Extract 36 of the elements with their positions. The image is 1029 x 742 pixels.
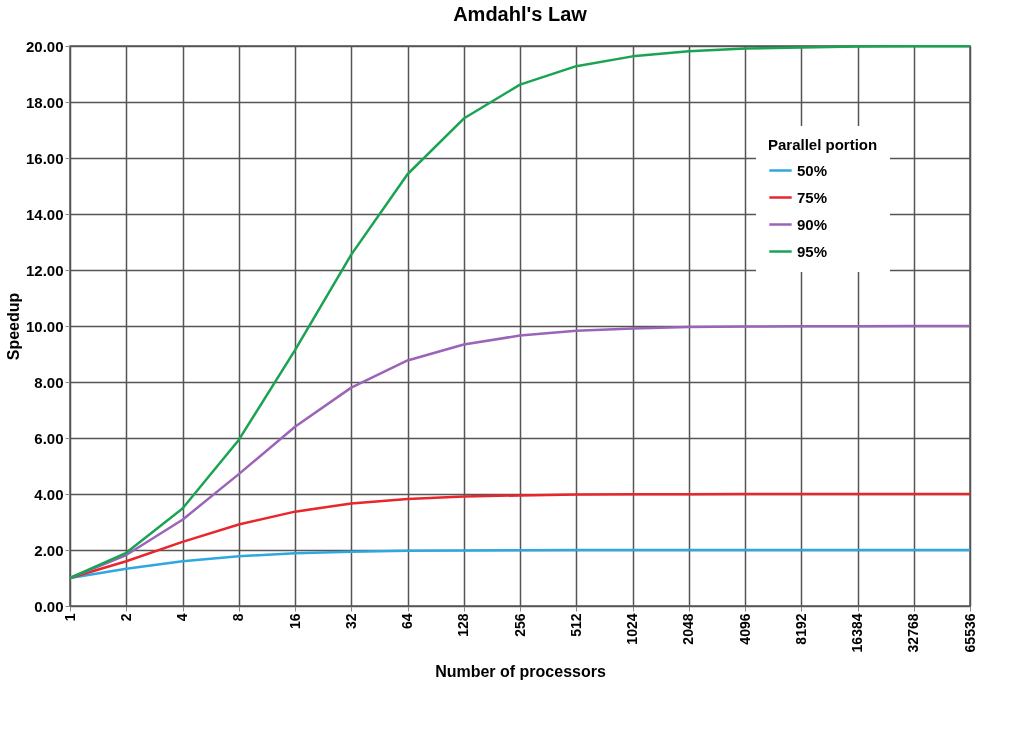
y-tick-label: 14.00 xyxy=(25,205,64,223)
x-tick-label: 4096 xyxy=(736,613,753,645)
y-tick-label: 8.00 xyxy=(34,373,64,391)
legend-label: 90% xyxy=(797,215,828,233)
y-tick-label: 2.00 xyxy=(34,541,64,559)
x-tick-label: 128 xyxy=(455,613,472,637)
x-tick-label: 8 xyxy=(230,613,247,622)
x-tick-label: 256 xyxy=(511,613,528,637)
x-tick-label: 64 xyxy=(399,613,415,630)
x-tick-label: 16384 xyxy=(849,613,865,653)
x-tick-label: 1 xyxy=(61,613,78,622)
x-tick-label: 8192 xyxy=(792,613,809,645)
y-tick-label: 12.00 xyxy=(25,261,64,279)
x-tick-label: 16 xyxy=(286,613,303,630)
x-tick-label: 1024 xyxy=(624,613,640,645)
y-tick-label: 0.00 xyxy=(34,597,64,615)
y-axis-title: Speedup xyxy=(4,292,22,361)
y-tick-label: 18.00 xyxy=(25,93,64,111)
x-tick-label: 32 xyxy=(342,613,359,630)
legend-label: 75% xyxy=(797,188,828,206)
x-tick-label: 65536 xyxy=(961,613,978,653)
x-tick-label: 512 xyxy=(567,613,584,637)
x-tick-label: 2048 xyxy=(680,613,697,645)
y-tick-label: 16.00 xyxy=(25,149,64,167)
x-tick-label: 32768 xyxy=(905,613,922,653)
y-tick-label: 20.00 xyxy=(25,37,64,55)
legend-label: 50% xyxy=(797,161,828,179)
y-tick-label: 6.00 xyxy=(34,429,64,447)
chart-title: Amdahl's Law xyxy=(453,3,588,25)
legend-title: Parallel portion xyxy=(768,136,878,153)
y-tick-label: 10.00 xyxy=(25,317,64,335)
x-tick-label: 2 xyxy=(117,613,134,622)
y-tick-label: 4.00 xyxy=(34,485,64,503)
x-axis-title: Number of processors xyxy=(435,663,606,681)
x-tick-label: 4 xyxy=(174,613,190,622)
legend-label: 95% xyxy=(797,242,828,260)
